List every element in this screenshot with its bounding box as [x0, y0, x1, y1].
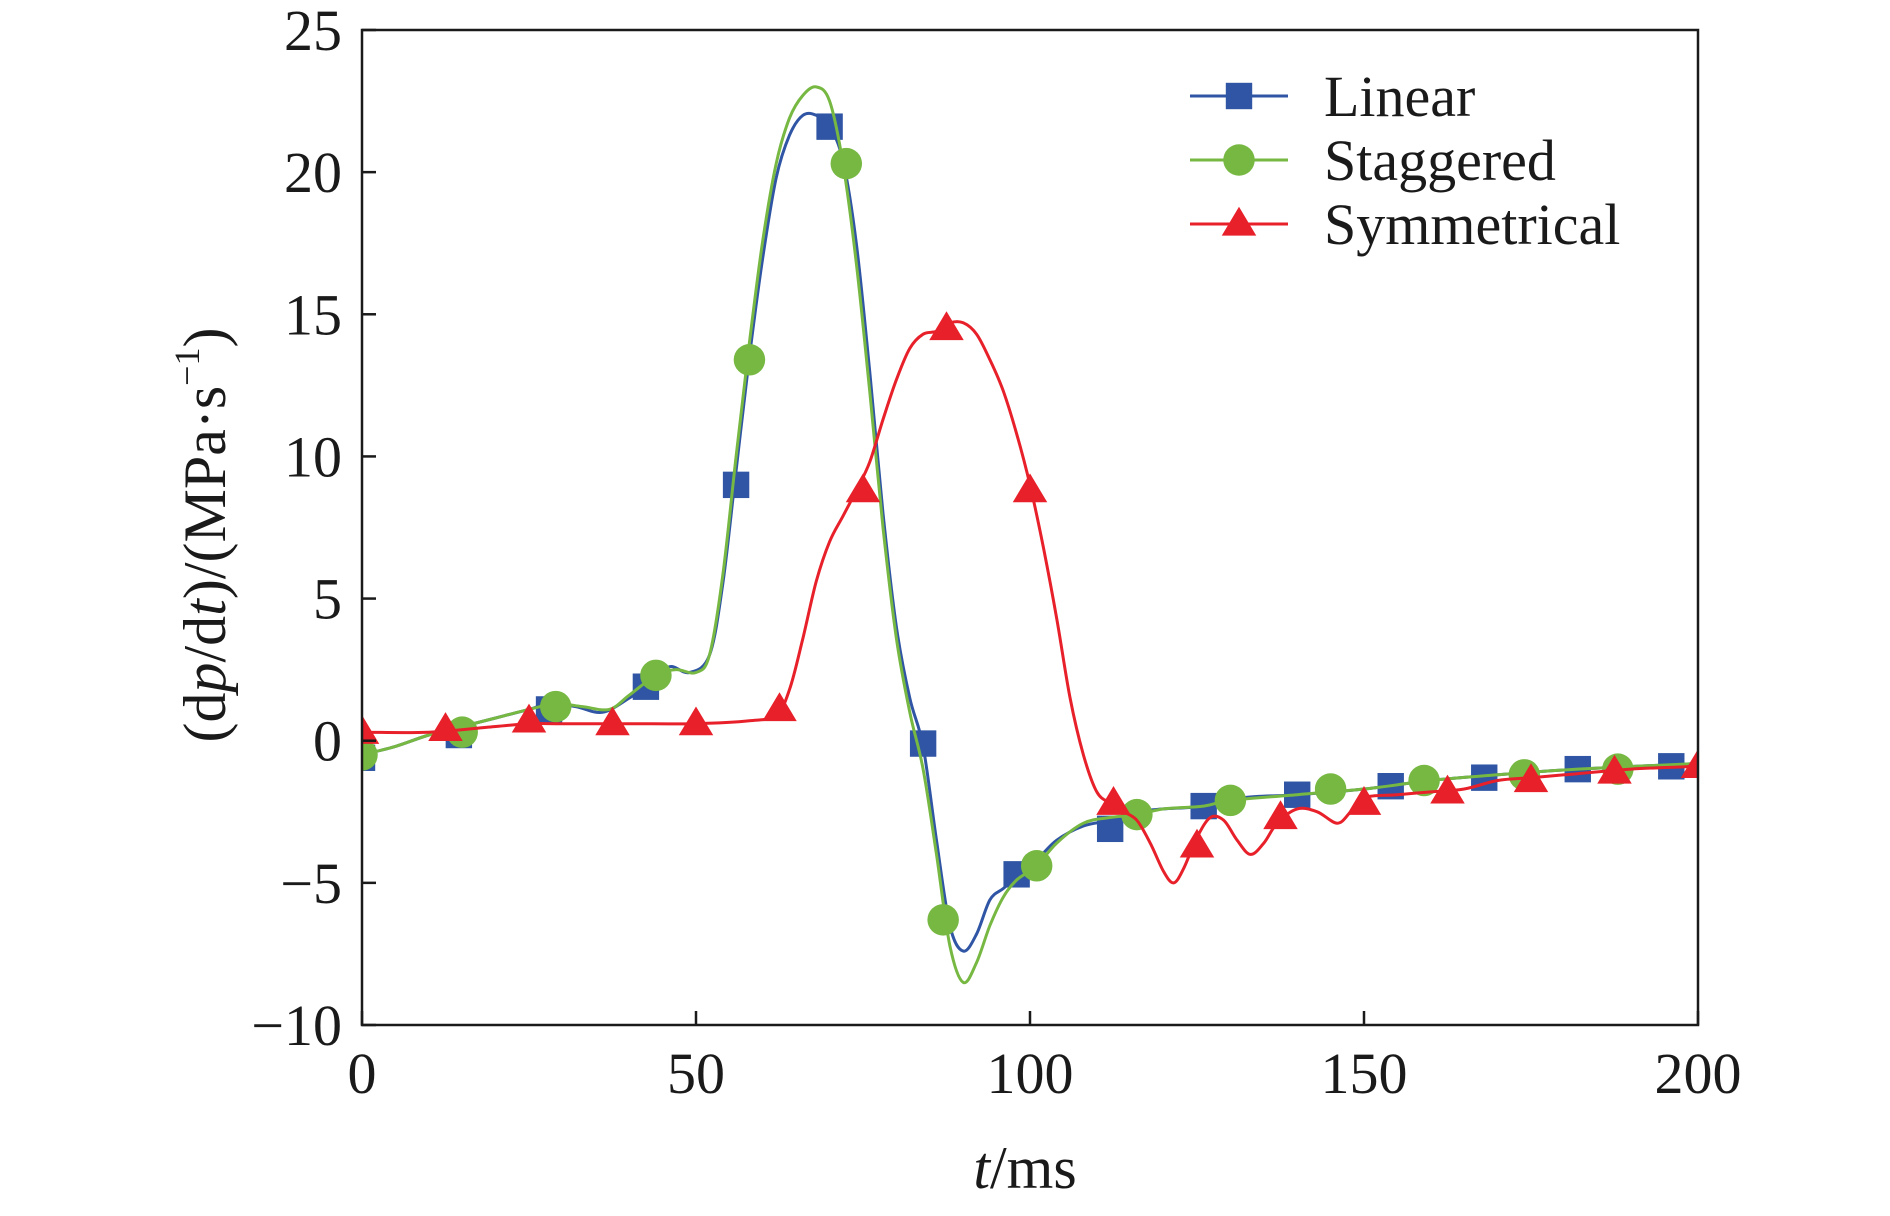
- legend-symmetrical-marker: [1221, 206, 1257, 236]
- series-staggered-point: [1214, 784, 1247, 817]
- series-symmetrical-line: [362, 320, 1698, 885]
- series-staggered-point: [830, 147, 863, 180]
- ticks-layer: 0 50 100 150 200 −10 −5 0 5 10 15 20 25: [251, 0, 1741, 1106]
- series-symmetrical-point: [678, 706, 714, 736]
- series-staggered-point: [733, 344, 766, 376]
- x-tick-label: 50: [667, 1041, 725, 1106]
- series-symmetrical-point: [1179, 828, 1215, 858]
- legend-linear-marker: [1225, 82, 1253, 110]
- legend-staggered-label: Staggered: [1324, 128, 1556, 193]
- series-staggered-point: [539, 690, 572, 723]
- x-axis-label: t/ms: [973, 1135, 1076, 1201]
- series-staggered: [362, 85, 1698, 985]
- series-staggered-point: [362, 739, 378, 771]
- series-symmetrical-point: [428, 712, 463, 741]
- series-symmetrical-point: [929, 311, 964, 341]
- y-tick-label: 10: [284, 424, 342, 489]
- series-staggered-point: [1314, 773, 1347, 805]
- x-tick-label: 0: [348, 1041, 377, 1106]
- legend-item-staggered: Staggered: [1190, 128, 1556, 193]
- series-symmetrical-point: [1263, 800, 1298, 830]
- x-tick-label: 200: [1655, 1041, 1742, 1106]
- y-tick-label: 5: [313, 567, 342, 632]
- series-symmetrical-point: [1012, 473, 1048, 503]
- series-symmetrical-point: [362, 714, 380, 744]
- series-symmetrical-point: [1430, 774, 1465, 804]
- y-tick-label: 20: [284, 140, 342, 205]
- series-symmetrical-point: [511, 703, 547, 733]
- y-tick-label: 25: [284, 0, 342, 63]
- x-tick-label: 100: [987, 1041, 1074, 1106]
- series-symmetrical-point: [595, 706, 630, 736]
- series-symmetrical-point: [762, 692, 797, 722]
- y-axis-label: (dp/dt)/(MPa·s−1): [167, 328, 238, 743]
- series-layer: [362, 85, 1698, 985]
- y-tick-label: −5: [280, 851, 342, 916]
- series-symmetrical-point: [1597, 754, 1632, 784]
- y-tick-label: −10: [251, 993, 342, 1058]
- series-staggered-point: [640, 659, 672, 692]
- y-tick-label: 15: [284, 282, 342, 347]
- x-tick-label: 150: [1321, 1041, 1408, 1106]
- series-linear-point: [722, 471, 750, 499]
- series-symmetrical-point: [1096, 786, 1131, 815]
- x-axis-label-variable: t: [973, 1135, 991, 1201]
- legend-symmetrical-label: Symmetrical: [1324, 192, 1620, 257]
- series-symmetrical-point: [1346, 786, 1382, 815]
- series-staggered-point: [927, 904, 959, 936]
- legend-staggered-marker: [1223, 144, 1255, 176]
- series-symmetrical-point: [845, 473, 881, 503]
- legend-item-linear: Linear: [1190, 64, 1475, 129]
- series-symmetrical: [362, 311, 1698, 885]
- series-staggered-line: [362, 85, 1698, 985]
- legend-item-symmetrical: Symmetrical: [1190, 192, 1620, 257]
- y-tick-label: 0: [313, 709, 342, 774]
- legend-linear-label: Linear: [1324, 64, 1475, 129]
- series-staggered-point: [1408, 764, 1440, 797]
- series-symmetrical-point: [1680, 749, 1698, 778]
- series-staggered-point: [1020, 850, 1053, 882]
- x-axis-label-unit: /ms: [990, 1135, 1077, 1201]
- series-symmetrical-point: [1513, 763, 1549, 793]
- series-staggered-point: [1121, 798, 1153, 831]
